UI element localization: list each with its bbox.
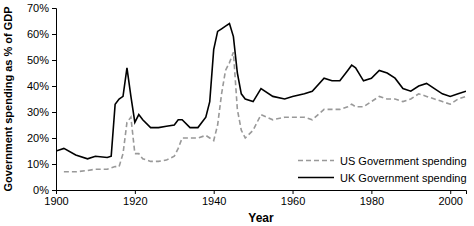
y-tick-mark	[52, 190, 56, 191]
x-axis-title: Year	[248, 211, 274, 225]
x-axis-line	[57, 191, 467, 195]
legend: US Government spending UK Government spen…	[298, 155, 467, 184]
x-tick-mark	[214, 190, 215, 194]
x-axis: 1900 1920 1940 1960 1980 2000	[44, 190, 466, 207]
plot-area: 0%10%20%30%40%50%60%70%19001920194019601…	[27, 2, 467, 207]
y-axis-title: Government spending as % of GDP	[2, 6, 14, 191]
y-tick: 70%	[27, 2, 56, 14]
x-tick-mark	[371, 190, 372, 194]
legend-swatch	[298, 160, 334, 162]
y-axis: 0%10%20%30%40%50%60%70%	[27, 2, 57, 196]
y-tick: 10%	[27, 158, 56, 170]
y-tick-mark	[52, 60, 56, 61]
chart: 0%10%20%30%40%50%60%70%19001920194019601…	[0, 0, 474, 226]
x-tick-mark	[135, 190, 136, 194]
x-tick-label: 1940	[202, 195, 226, 207]
x-tick: 1920	[123, 190, 147, 207]
y-tick-mark	[52, 138, 56, 139]
x-tick: 1980	[360, 190, 384, 207]
x-tick: 1900	[44, 190, 68, 207]
legend-entry: US Government spending	[298, 155, 467, 167]
y-tick-mark	[52, 112, 56, 113]
y-tick-label: 70%	[27, 2, 49, 14]
series-line	[56, 24, 466, 159]
y-tick-label: 10%	[27, 158, 49, 170]
x-tick-label: 1920	[123, 195, 147, 207]
x-tick-label: 2000	[438, 195, 462, 207]
x-tick: 1940	[202, 190, 226, 207]
x-tick-mark	[293, 190, 294, 194]
legend-entry: UK Government spending	[298, 172, 467, 184]
x-tick-mark	[56, 190, 57, 194]
y-tick: 50%	[27, 54, 56, 66]
y-tick: 20%	[27, 132, 56, 144]
x-tick-mark	[450, 190, 451, 194]
x-tick: 2000	[438, 190, 462, 207]
x-tick-label: 1980	[360, 195, 384, 207]
y-tick: 40%	[27, 80, 56, 92]
x-tick-label: 1960	[281, 195, 305, 207]
y-tick-label: 20%	[27, 132, 49, 144]
legend-label: US Government spending	[340, 155, 467, 167]
y-tick-label: 60%	[27, 28, 49, 40]
y-axis-line	[52, 9, 57, 191]
y-tick: 60%	[27, 28, 56, 40]
y-tick-label: 30%	[27, 106, 49, 118]
y-tick: 30%	[27, 106, 56, 118]
x-tick-label: 1900	[44, 195, 68, 207]
y-tick-mark	[52, 34, 56, 35]
y-tick-label: 40%	[27, 80, 49, 92]
series-lines	[56, 24, 466, 172]
series-line	[64, 52, 466, 172]
y-tick-mark	[52, 8, 56, 9]
legend-swatch	[298, 177, 334, 179]
y-tick-mark	[52, 164, 56, 165]
y-tick-label: 50%	[27, 54, 49, 66]
x-tick: 1960	[281, 190, 305, 207]
y-tick-mark	[52, 86, 56, 87]
legend-label: UK Government spending	[340, 172, 467, 184]
